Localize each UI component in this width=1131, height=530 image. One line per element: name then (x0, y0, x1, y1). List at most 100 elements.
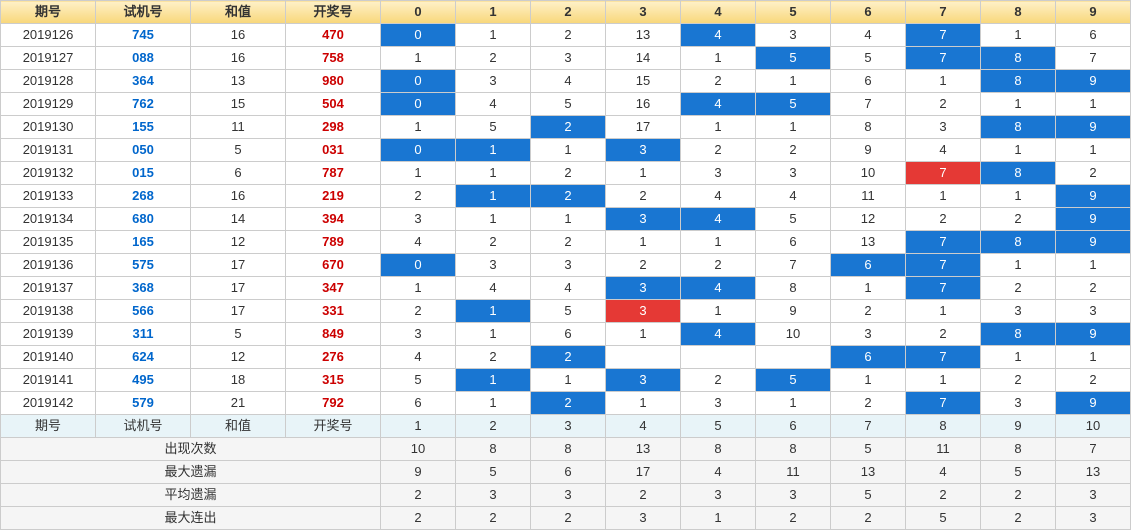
col-header-5: 1 (456, 1, 531, 24)
num-cell-2: 1 (531, 139, 606, 162)
col-header-3: 开奖号 (286, 1, 381, 24)
sum: 18 (191, 369, 286, 392)
summary-val-4: 3 (681, 484, 756, 507)
summary-header-6: 3 (531, 415, 606, 438)
num-cell-4: 4 (681, 323, 756, 346)
sum: 16 (191, 47, 286, 70)
win: 031 (286, 139, 381, 162)
col-header-1: 试机号 (96, 1, 191, 24)
trial: 566 (96, 300, 191, 323)
num-cell-5 (756, 346, 831, 369)
sum: 16 (191, 185, 286, 208)
num-cell-3: 1 (606, 392, 681, 415)
summary-val-9: 7 (1056, 438, 1131, 461)
num-cell-5: 1 (756, 116, 831, 139)
num-cell-6: 6 (831, 70, 906, 93)
summary-val-7: 5 (906, 507, 981, 530)
num-cell-1: 4 (456, 93, 531, 116)
num-cell-3: 16 (606, 93, 681, 116)
data-row: 20191270881675812314155787 (1, 47, 1131, 70)
sum: 16 (191, 24, 286, 47)
summary-header-5: 2 (456, 415, 531, 438)
summary-val-3: 3 (606, 507, 681, 530)
win: 315 (286, 369, 381, 392)
summary-val-2: 3 (531, 484, 606, 507)
summary-val-7: 2 (906, 484, 981, 507)
summary-val-2: 2 (531, 507, 606, 530)
summary-header-1: 试机号 (96, 415, 191, 438)
num-cell-7: 7 (906, 346, 981, 369)
data-row: 2019139311584931614103289 (1, 323, 1131, 346)
summary-header-3: 开奖号 (286, 415, 381, 438)
num-cell-7: 7 (906, 231, 981, 254)
num-cell-7: 2 (906, 323, 981, 346)
period: 2019141 (1, 369, 96, 392)
header-row: 期号试机号和值开奖号0123456789 (1, 1, 1131, 24)
num-cell-4: 1 (681, 47, 756, 70)
num-cell-9: 9 (1056, 116, 1131, 139)
num-cell-1: 1 (456, 300, 531, 323)
num-cell-3: 17 (606, 116, 681, 139)
num-cell-4: 2 (681, 369, 756, 392)
summary-val-5: 11 (756, 461, 831, 484)
period: 2019134 (1, 208, 96, 231)
num-cell-6: 5 (831, 47, 906, 70)
trial: 364 (96, 70, 191, 93)
num-cell-2: 1 (531, 208, 606, 231)
trial: 368 (96, 277, 191, 300)
data-row: 20191346801439431134512229 (1, 208, 1131, 231)
num-cell-7: 1 (906, 369, 981, 392)
summary-val-1: 2 (456, 507, 531, 530)
data-row: 20191332681621921224411119 (1, 185, 1131, 208)
num-cell-2: 1 (531, 369, 606, 392)
lottery-table: 期号试机号和值开奖号0123456789 2019126745164700121… (0, 0, 1131, 530)
data-row: 20191297621550404516457211 (1, 93, 1131, 116)
num-cell-1: 1 (456, 185, 531, 208)
num-cell-4: 4 (681, 24, 756, 47)
win: 758 (286, 47, 381, 70)
win: 789 (286, 231, 381, 254)
num-cell-5: 7 (756, 254, 831, 277)
trial: 088 (96, 47, 191, 70)
col-header-4: 0 (381, 1, 456, 24)
num-cell-8: 2 (981, 369, 1056, 392)
summary-header-10: 7 (831, 415, 906, 438)
summary-val-2: 6 (531, 461, 606, 484)
win: 792 (286, 392, 381, 415)
num-cell-3: 3 (606, 300, 681, 323)
sum: 11 (191, 116, 286, 139)
period: 2019136 (1, 254, 96, 277)
sum: 12 (191, 231, 286, 254)
num-cell-2: 4 (531, 277, 606, 300)
trial: 575 (96, 254, 191, 277)
summary-val-0: 9 (381, 461, 456, 484)
trial: 050 (96, 139, 191, 162)
data-row: 20191301551129815217118389 (1, 116, 1131, 139)
num-cell-4: 1 (681, 300, 756, 323)
num-cell-6: 4 (831, 24, 906, 47)
col-header-12: 8 (981, 1, 1056, 24)
num-cell-4: 4 (681, 93, 756, 116)
period: 2019135 (1, 231, 96, 254)
num-cell-5: 5 (756, 93, 831, 116)
data-row: 2019141495183155113251122 (1, 369, 1131, 392)
period: 2019140 (1, 346, 96, 369)
num-cell-9: 9 (1056, 70, 1131, 93)
num-cell-4: 4 (681, 185, 756, 208)
data-row: 2019142579217926121312739 (1, 392, 1131, 415)
summary-val-5: 2 (756, 507, 831, 530)
num-cell-6: 9 (831, 139, 906, 162)
num-cell-8: 8 (981, 70, 1056, 93)
num-cell-8: 1 (981, 24, 1056, 47)
num-cell-7: 7 (906, 24, 981, 47)
num-cell-3: 1 (606, 231, 681, 254)
sum: 17 (191, 300, 286, 323)
summary-val-6: 13 (831, 461, 906, 484)
num-cell-3: 3 (606, 369, 681, 392)
summary-val-0: 2 (381, 484, 456, 507)
num-cell-3: 13 (606, 24, 681, 47)
sum: 15 (191, 93, 286, 116)
num-cell-0: 2 (381, 185, 456, 208)
num-cell-7: 1 (906, 70, 981, 93)
num-cell-6: 8 (831, 116, 906, 139)
